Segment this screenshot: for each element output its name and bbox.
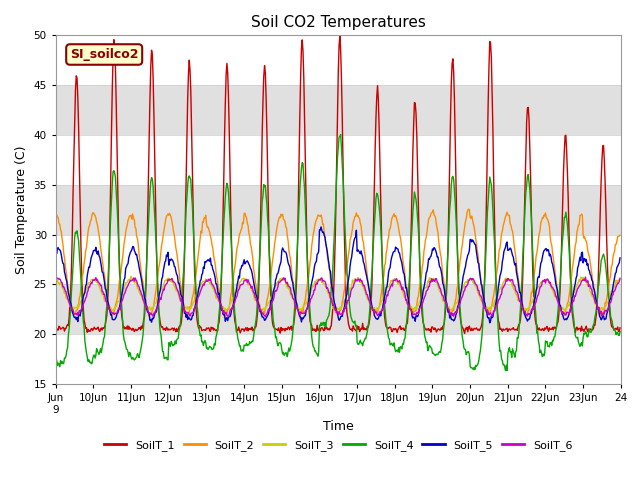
SoilT_1 [408, 221, 415, 227]
SoilT_4 [408, 238, 415, 244]
SoilT_5 [120, 277, 128, 283]
SoilT_1 [62, 325, 70, 331]
SoilT_1 [461, 331, 468, 336]
X-axis label: Time: Time [323, 420, 354, 433]
SoilT_6 [177, 296, 185, 302]
SoilT_4 [177, 306, 185, 312]
SoilT_6 [616, 276, 624, 282]
SoilT_6 [582, 274, 589, 280]
SoilT_4 [52, 362, 60, 368]
SoilT_2 [52, 211, 60, 217]
SoilT_4 [207, 345, 215, 350]
SoilT_2 [296, 315, 304, 321]
SoilT_3 [616, 275, 624, 281]
SoilT_6 [408, 307, 415, 313]
SoilT_6 [262, 313, 269, 319]
Y-axis label: Soil Temperature (C): Soil Temperature (C) [15, 145, 28, 274]
SoilT_3 [127, 274, 135, 279]
SoilT_4 [337, 132, 344, 137]
SoilT_5 [62, 276, 70, 282]
SoilT_5 [177, 293, 185, 299]
SoilT_5 [424, 264, 431, 269]
SoilT_3 [179, 301, 186, 307]
SoilT_2 [120, 240, 128, 246]
SoilT_5 [317, 224, 325, 230]
SoilT_2 [177, 285, 185, 291]
Bar [56, 85, 621, 135]
SoilT_5 [616, 255, 624, 261]
SoilT_6 [62, 289, 70, 295]
SoilT_1 [177, 319, 185, 325]
SoilT_6 [424, 287, 431, 292]
SoilT_3 [221, 310, 228, 315]
Line: SoilT_1: SoilT_1 [56, 36, 620, 334]
SoilT_2 [465, 206, 472, 212]
SoilT_3 [120, 286, 128, 291]
SoilT_5 [408, 307, 415, 312]
SoilT_1 [120, 324, 128, 330]
SoilT_5 [207, 262, 215, 268]
Line: SoilT_3: SoilT_3 [56, 276, 620, 312]
SoilT_2 [408, 306, 415, 312]
SoilT_1 [207, 324, 215, 330]
SoilT_6 [120, 291, 128, 297]
SoilT_1 [52, 326, 60, 332]
Title: Soil CO2 Temperatures: Soil CO2 Temperatures [251, 15, 426, 30]
SoilT_4 [424, 348, 431, 354]
SoilT_5 [52, 243, 60, 249]
Bar [56, 185, 621, 235]
Legend: SoilT_1, SoilT_2, SoilT_3, SoilT_4, SoilT_5, SoilT_6: SoilT_1, SoilT_2, SoilT_3, SoilT_4, Soil… [100, 435, 577, 455]
SoilT_2 [62, 268, 70, 274]
SoilT_4 [616, 329, 624, 335]
SoilT_3 [52, 278, 60, 284]
SoilT_4 [62, 353, 70, 359]
SoilT_2 [616, 232, 624, 238]
SoilT_6 [52, 276, 60, 282]
SoilT_2 [207, 237, 215, 242]
Text: SI_soilco2: SI_soilco2 [70, 48, 138, 61]
SoilT_4 [120, 337, 128, 343]
SoilT_1 [336, 33, 344, 39]
Line: SoilT_2: SoilT_2 [56, 209, 620, 318]
SoilT_5 [486, 320, 493, 326]
Line: SoilT_5: SoilT_5 [56, 227, 620, 323]
Line: SoilT_6: SoilT_6 [56, 277, 620, 316]
SoilT_3 [408, 307, 416, 312]
SoilT_2 [424, 222, 431, 228]
Bar [56, 284, 621, 334]
SoilT_1 [424, 327, 431, 333]
SoilT_3 [62, 295, 70, 301]
SoilT_6 [207, 279, 215, 285]
Line: SoilT_4: SoilT_4 [56, 134, 620, 371]
SoilT_1 [616, 325, 624, 331]
SoilT_3 [208, 283, 216, 289]
SoilT_4 [503, 368, 511, 373]
SoilT_3 [425, 279, 433, 285]
